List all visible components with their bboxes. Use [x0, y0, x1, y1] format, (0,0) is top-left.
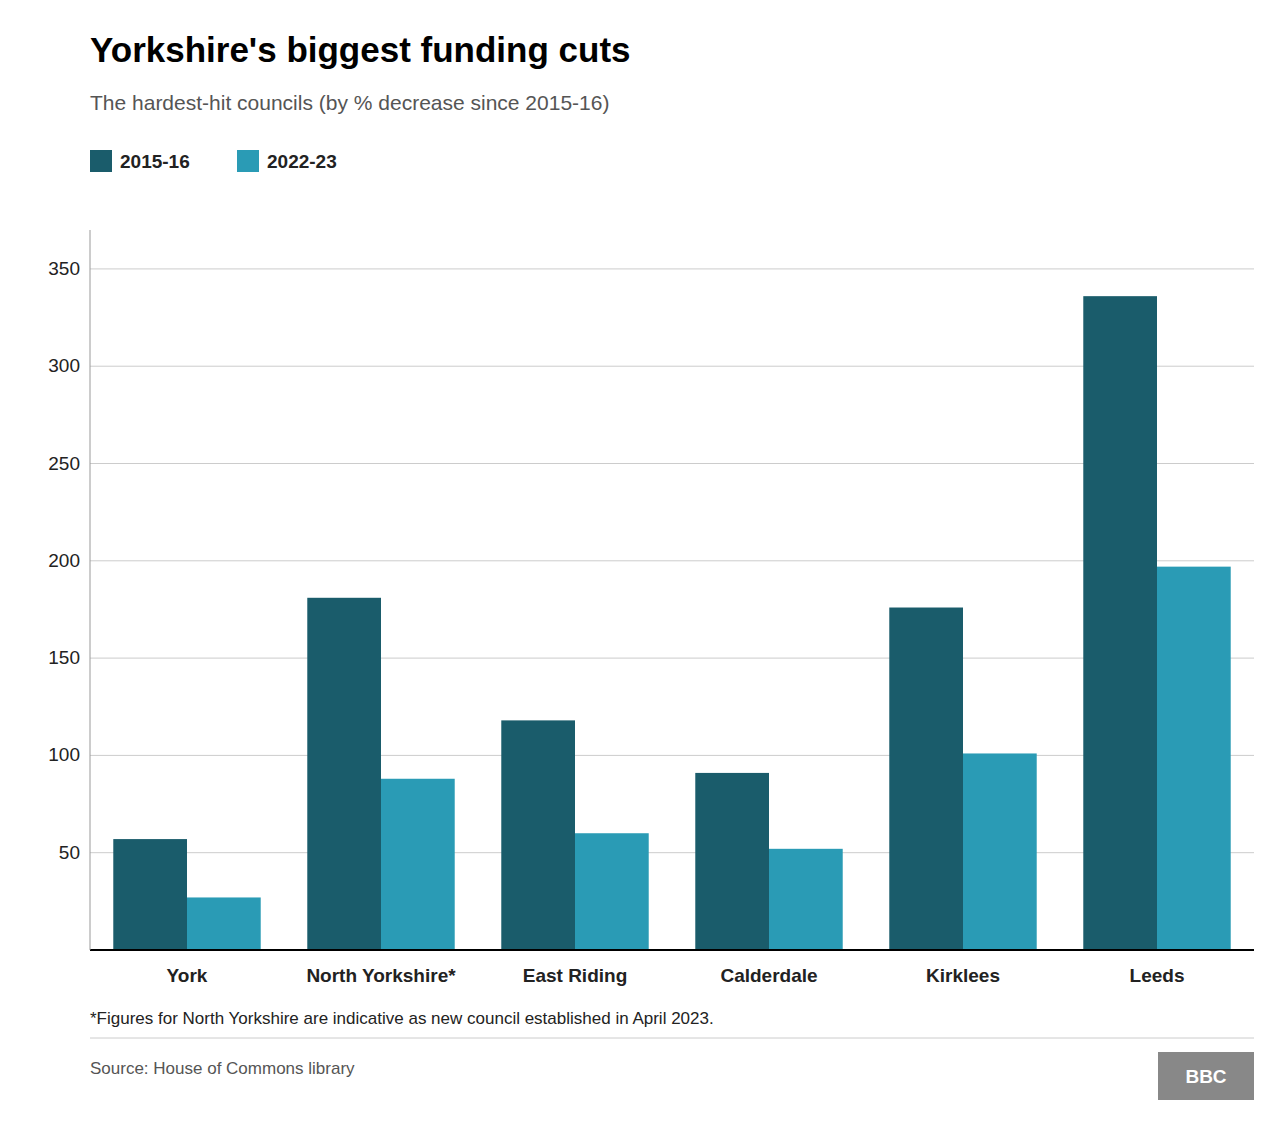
background: [0, 0, 1280, 1140]
grid-line: [90, 560, 1254, 561]
grid-line: [90, 852, 1254, 853]
chart: Yorkshire's biggest funding cuts The hard…: [0, 0, 1280, 1140]
bars: [113, 296, 1230, 950]
x-tick-label: Kirklees: [926, 965, 1000, 986]
y-tick-label: 250: [48, 453, 80, 474]
bar: [113, 839, 187, 950]
footnote: *Figures for North Yorkshire are indicat…: [90, 1009, 714, 1028]
x-tick-label: Leeds: [1130, 965, 1185, 986]
bar: [963, 753, 1037, 950]
legend-swatch: [90, 150, 112, 172]
bar: [501, 720, 575, 950]
legend: 2015-16 2022-23: [90, 150, 337, 172]
y-axis-line: [90, 230, 91, 950]
legend-label: 2015-16: [120, 151, 190, 172]
bar: [695, 773, 769, 950]
bar: [1083, 296, 1157, 950]
subtitle: The hardest-hit councils (by % decrease …: [90, 91, 609, 114]
grid-line: [90, 658, 1254, 659]
grid-line: [90, 366, 1254, 367]
logo-box: [1158, 1052, 1254, 1100]
grid: [90, 269, 1254, 853]
x-tick-label: Calderdale: [720, 965, 817, 986]
x-tick-label: York: [167, 965, 208, 986]
bar: [769, 849, 843, 950]
legend-swatch: [237, 150, 259, 172]
grid-line: [90, 755, 1254, 756]
y-tick-label: 150: [48, 647, 80, 668]
x-tick-label: North Yorkshire*: [306, 965, 456, 986]
legend-item: 2022-23: [237, 150, 337, 172]
y-tick-label: 100: [48, 744, 80, 765]
bar: [381, 779, 455, 950]
y-tick-label: 200: [48, 550, 80, 571]
y-tick-label: 350: [48, 258, 80, 279]
y-tick-label: 50: [59, 842, 80, 863]
logo-text: BBC: [1185, 1066, 1226, 1087]
x-tick-label: East Riding: [523, 965, 628, 986]
title: Yorkshire's biggest funding cuts: [90, 30, 631, 69]
legend-label: 2022-23: [267, 151, 337, 172]
grid-line: [90, 268, 1254, 269]
grid-line: [90, 463, 1254, 464]
x-axis-line: [90, 949, 1254, 951]
bar: [187, 897, 261, 950]
legend-item: 2015-16: [90, 150, 190, 172]
bar: [1157, 567, 1231, 950]
y-tick-label: 300: [48, 355, 80, 376]
bar: [575, 833, 649, 950]
source: Source: House of Commons library: [90, 1059, 355, 1078]
rule: [90, 1038, 1254, 1039]
bar: [889, 608, 963, 950]
bar: [307, 598, 381, 950]
